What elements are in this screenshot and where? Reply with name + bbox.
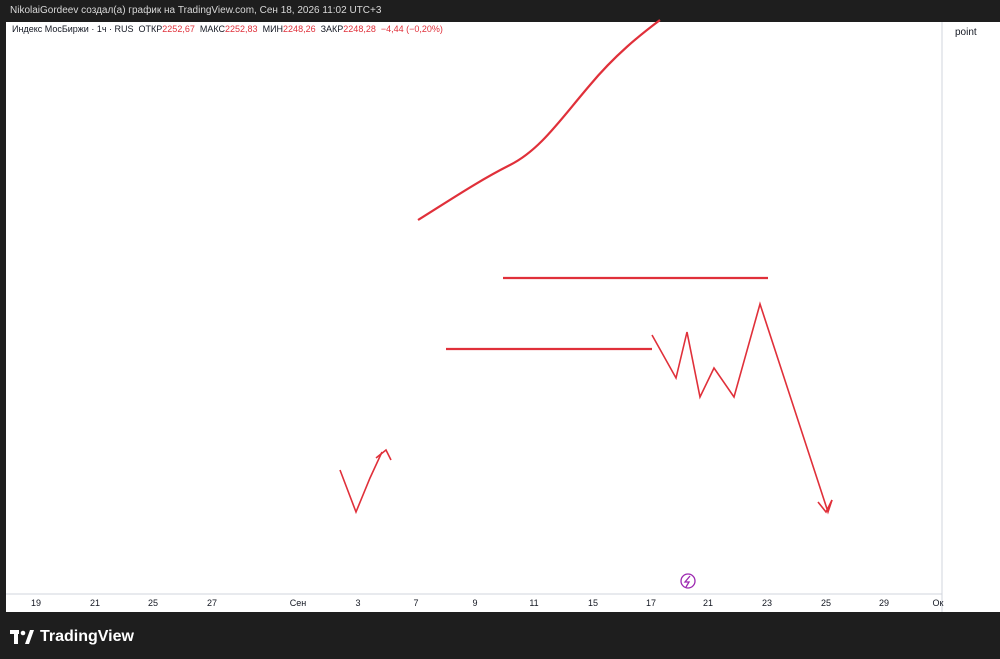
x-tick-label: 27 <box>207 598 217 608</box>
x-tick-label: 25 <box>821 598 831 608</box>
price-scale-title[interactable]: point <box>955 27 977 38</box>
x-tick-label: 25 <box>148 598 158 608</box>
x-tick-label: 21 <box>703 598 713 608</box>
attribution-bar: NikolaiGordeev создал(а) график на Tradi… <box>0 0 1000 22</box>
x-tick-label: 19 <box>31 598 41 608</box>
legend-change: −4,44 (−0,20%) <box>380 24 443 34</box>
legend-close-label: ЗАКР <box>320 24 344 34</box>
projection-arrowhead-right <box>817 499 833 514</box>
symbol-legend: Индекс МосБиржи · 1ч · RUS ОТКР2252,67 М… <box>12 24 443 34</box>
flash-icon[interactable] <box>680 573 696 589</box>
tradingview-brand[interactable]: TradingView <box>10 628 134 646</box>
trend-curve <box>417 19 661 221</box>
x-tick-label: 23 <box>762 598 772 608</box>
x-tick-label: 29 <box>879 598 889 608</box>
legend-high-label: МАКС <box>199 24 226 34</box>
tradingview-logo-icon <box>10 630 34 644</box>
drawings-layer <box>339 19 833 515</box>
legend-open: 2252,67 <box>162 24 195 34</box>
x-tick-label: 11 <box>529 598 538 608</box>
legend-high: 2252,83 <box>225 24 258 34</box>
x-tick-label: Ок <box>933 598 944 608</box>
x-tick-label: 15 <box>588 598 598 608</box>
chart-pane[interactable] <box>6 22 1000 612</box>
x-tick-label: 17 <box>646 598 656 608</box>
price-axis[interactable]: 2 460,002 440,002 380,002 360,002 320,00… <box>941 0 987 612</box>
projection-arrowhead-left <box>375 448 392 461</box>
legend-low-label: МИН <box>262 24 284 34</box>
x-tick-label: 21 <box>90 598 100 608</box>
brand-name: TradingView <box>40 628 134 645</box>
projection-path-right <box>651 301 833 515</box>
x-tick-label: 3 <box>355 598 360 608</box>
x-tick-label: 9 <box>472 598 477 608</box>
x-tick-label: Сен <box>290 598 307 608</box>
x-tick-label: 7 <box>413 598 418 608</box>
legend-low: 2248,26 <box>283 24 316 34</box>
projection-path-left <box>339 451 383 515</box>
legend-open-label: ОТКР <box>138 24 163 34</box>
footer-bar <box>0 612 1000 659</box>
legend-symbol: Индекс МосБиржи · 1ч · RUS <box>12 24 134 34</box>
attribution-text: NikolaiGordeev создал(а) график на Tradi… <box>10 5 382 16</box>
legend-close: 2248,28 <box>343 24 376 34</box>
time-axis[interactable]: 19 21 25 27 Сен 3 7 9 11 15 17 21 23 25 29 Ок <box>6 593 944 608</box>
